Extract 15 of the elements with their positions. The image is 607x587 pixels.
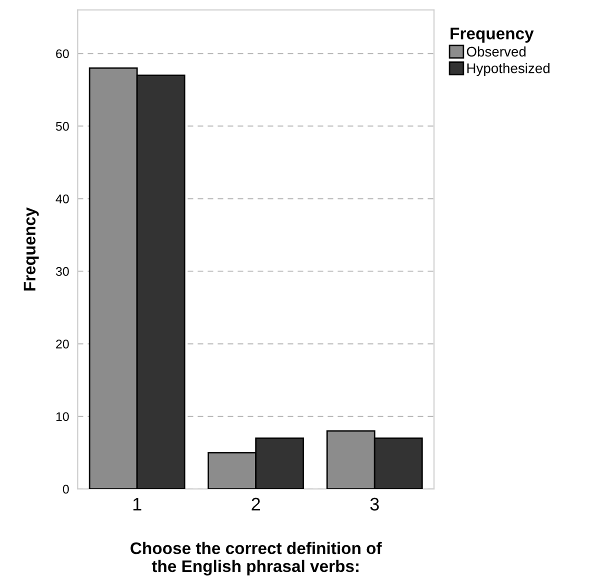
y-tick-label: 40 xyxy=(56,194,69,204)
y-tick-label: 50 xyxy=(56,122,69,131)
y-tick-label: 0 xyxy=(62,484,69,494)
legend-label: Observed xyxy=(466,46,526,57)
y-axis-title: Frequency xyxy=(24,207,39,290)
y-tick-label: 30 xyxy=(56,267,69,276)
x-tick-label: 3 xyxy=(370,498,379,511)
y-tick-label: 10 xyxy=(56,412,69,422)
x-axis-title: Choose the correct definition of the English phrasal verbs: xyxy=(130,542,382,576)
y-tick-label: 60 xyxy=(56,49,69,58)
x-tick-label: 1 xyxy=(133,498,142,510)
legend-title: Frequency xyxy=(450,28,534,43)
legend-label: Hypothesized xyxy=(467,63,550,76)
x-tick-label: 2 xyxy=(252,498,260,510)
y-tick-label: 20 xyxy=(56,340,69,348)
